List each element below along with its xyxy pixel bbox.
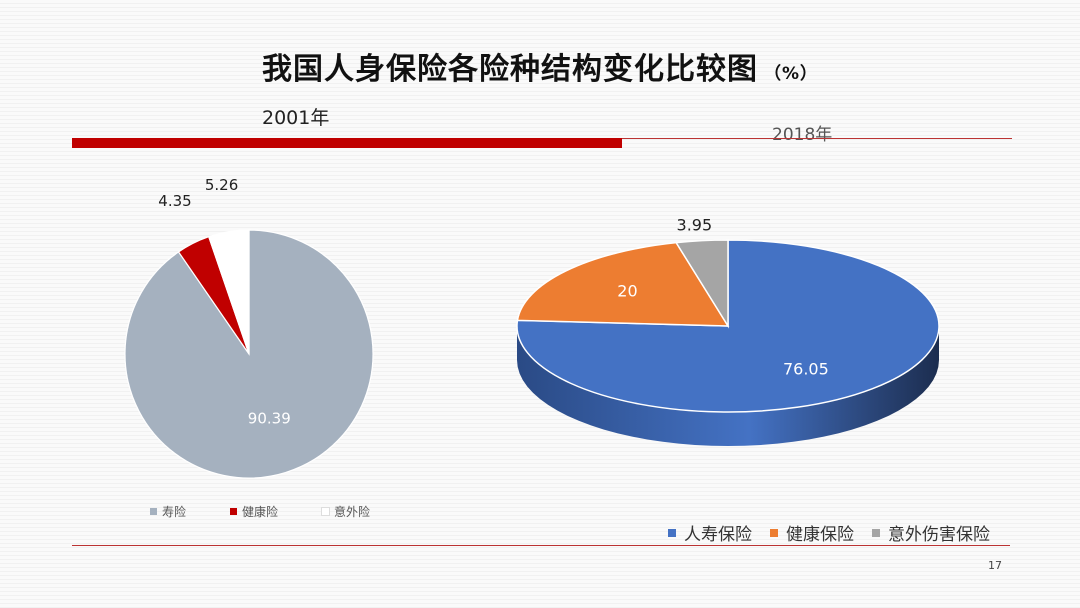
legend-label: 健康险 — [242, 505, 279, 519]
legend-item: 意外伤害保险 — [872, 520, 990, 545]
data-label-2018-人寿保险: 76.05 — [783, 359, 829, 378]
legend-swatch — [230, 508, 238, 515]
red-divider-bottom — [72, 545, 1010, 546]
legend-swatch — [770, 528, 778, 537]
data-label-2001-寿险: 90.39 — [248, 410, 291, 428]
pie-2018: 76.05 20 3.95 — [516, 216, 940, 446]
data-label-2001-意外险: 5.26 — [205, 176, 238, 194]
pie-slice-2018-意外伤害保险 — [674, 239, 729, 329]
pie-slice-2018-健康保险 — [516, 241, 730, 327]
legend-item: 健康保险 — [770, 520, 854, 545]
legend-swatch — [872, 528, 880, 537]
year-label-2018: 2018年 — [772, 125, 833, 145]
pie-side-2018-人寿保险 — [517, 326, 939, 446]
legend-label: 寿险 — [162, 505, 187, 519]
data-label-2018-意外伤害保险: 3.95 — [677, 216, 713, 235]
legend-2001: 寿险 健康险 意外险 — [150, 503, 414, 520]
legend-swatch — [150, 508, 157, 515]
legend-item: 人寿保险 — [668, 520, 752, 545]
pie-slice-2018-人寿保险 — [516, 239, 940, 413]
red-accent-bar — [72, 138, 622, 148]
legend-label: 人寿保险 — [684, 525, 752, 545]
legend-label: 意外险 — [334, 505, 371, 519]
pie-2001: 90.39 4.35 5.26 — [124, 176, 374, 479]
legend-swatch — [322, 508, 330, 515]
pie-slice-2001-意外险 — [207, 229, 250, 355]
legend-swatch — [668, 528, 676, 537]
legend-item: 寿险 — [150, 503, 186, 520]
legend-item: 健康险 — [230, 503, 278, 520]
year-label-2001: 2001年 — [262, 107, 330, 129]
data-label-2001-健康险: 4.35 — [158, 192, 191, 210]
chart-title: 我国人身保险各险种结构变化比较图 （%） — [0, 44, 1080, 88]
chart-title-text: 我国人身保险各险种结构变化比较图 — [261, 52, 758, 87]
legend-2018: 人寿保险 健康保险 意外伤害保险 — [668, 520, 1008, 545]
legend-label: 意外伤害保险 — [888, 525, 990, 545]
red-divider-top — [622, 138, 1012, 139]
title-unit: （%） — [763, 64, 819, 84]
data-label-2018-健康保险: 20 — [617, 281, 637, 300]
legend-item: 意外险 — [322, 503, 370, 520]
page-number: 17 — [988, 559, 1002, 572]
legend-label: 健康保险 — [786, 525, 854, 545]
